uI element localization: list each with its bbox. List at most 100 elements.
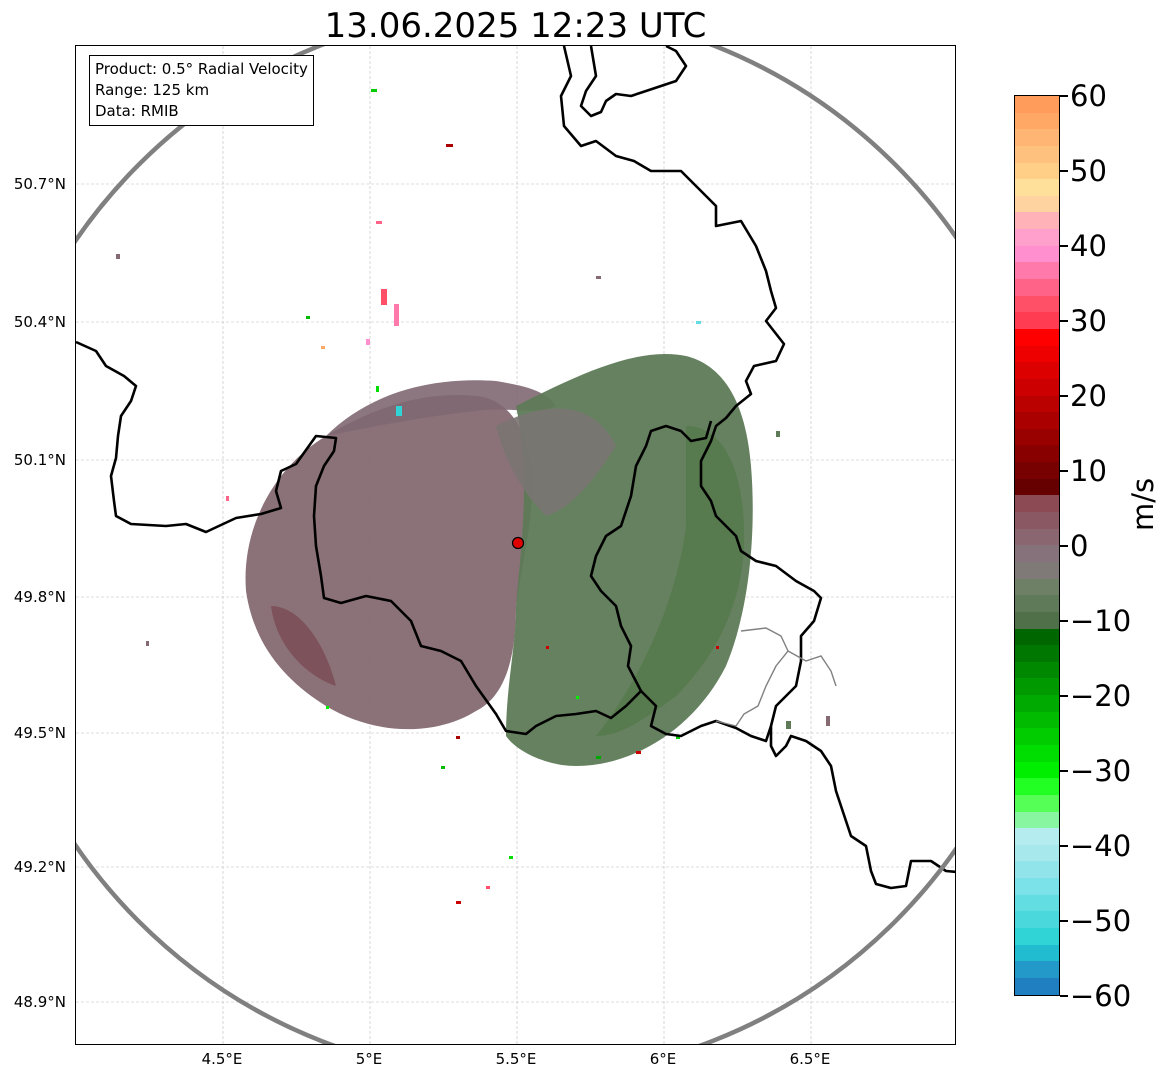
colorbar-tick-label: 30 [1070,304,1107,338]
outbound-echo-core [271,606,336,686]
colorbar-tick-label: 60 [1070,79,1107,113]
lat-label: 48.9°N [13,993,66,1011]
colorbar-tick-label: −60 [1070,979,1132,1013]
colorbar-segment [1015,362,1059,379]
colorbar-segment [1015,262,1059,280]
lat-label: 49.8°N [13,588,66,606]
colorbar-tick-label: −40 [1070,829,1132,863]
colorbar-segment [1015,794,1059,812]
colorbar-segment [1015,595,1059,612]
colorbar-segment [1015,878,1059,895]
velocity-colorbar [1014,95,1060,996]
colorbar-segment [1015,611,1059,629]
velocity-field [116,89,830,904]
colorbar-segment [1015,977,1059,995]
colorbar-segment [1015,844,1059,862]
colorbar-segment [1015,445,1059,463]
mixed-echo-center [496,408,616,516]
colorbar-segment [1015,345,1059,363]
colorbar-tick [1060,320,1068,322]
lon-label: 6.5°E [789,1050,831,1068]
lat-label: 50.7°N [13,175,66,193]
colorbar-segment [1015,645,1059,662]
lon-label: 5°E [355,1050,383,1068]
info-range: Range: 125 km [95,81,210,99]
outbound-echo-north [326,380,556,436]
colorbar-segment [1015,495,1059,513]
colorbar-segment [1015,761,1059,779]
colorbar-unit-label: m/s [1126,477,1160,531]
colorbar-segment [1015,911,1059,929]
colorbar-segment [1015,328,1059,346]
colorbar-tick [1060,470,1068,472]
colorbar-tick-label: 40 [1070,229,1107,263]
colorbar-segment [1015,628,1059,646]
country-borders [76,46,955,890]
colorbar-tick-label: −20 [1070,679,1132,713]
colorbar-tick-label: 20 [1070,379,1107,413]
velocity-speckles [116,89,830,904]
colorbar-segment [1015,412,1059,429]
colorbar-segment [1015,129,1059,146]
colorbar-segment [1015,195,1059,213]
lat-label: 49.5°N [13,724,66,742]
colorbar-segment [1015,811,1059,829]
colorbar-tick-label: 50 [1070,154,1107,188]
colorbar-segment [1015,661,1059,679]
colorbar-segment [1015,145,1059,163]
colorbar-segment [1015,428,1059,446]
colorbar-segment [1015,378,1059,396]
info-data-source: Data: RMIB [95,102,179,120]
colorbar-segment [1015,312,1059,329]
colorbar-segment [1015,928,1059,945]
map-title: 13.06.2025 12:23 UTC [324,6,707,46]
colorbar-segment [1015,861,1059,879]
lon-label: 6°E [649,1050,677,1068]
colorbar-tick-label: 0 [1070,529,1089,563]
colorbar-segment [1015,528,1059,546]
colorbar-segment [1015,478,1059,496]
colorbar-segment [1015,728,1059,745]
colorbar-segment [1015,744,1059,762]
radar-map-canvas [76,46,955,1044]
radar-map-panel[interactable] [75,45,956,1045]
colorbar-segment [1015,112,1059,130]
colorbar-tick [1060,620,1068,622]
colorbar-tick [1060,695,1068,697]
colorbar-segment [1015,295,1059,313]
colorbar-segment [1015,245,1059,263]
colorbar-segment [1015,229,1059,246]
colorbar-tick-label: −10 [1070,604,1132,638]
colorbar-segment [1015,462,1059,479]
colorbar-tick [1060,95,1068,97]
colorbar-segment [1015,545,1059,562]
inbound-echo-east [596,426,745,736]
colorbar-tick [1060,395,1068,397]
colorbar-tick [1060,920,1068,922]
colorbar-tick [1060,770,1068,772]
lat-label: 50.4°N [13,313,66,331]
colorbar-segment [1015,961,1059,978]
colorbar-segment [1015,96,1059,113]
colorbar-tick-label: −30 [1070,754,1132,788]
colorbar-segment [1015,711,1059,729]
product-info-box: Product: 0.5° Radial Velocity Range: 125… [89,55,314,126]
colorbar-tick [1060,845,1068,847]
colorbar-tick [1060,545,1068,547]
colorbar-segment [1015,212,1059,230]
colorbar-segment [1015,279,1059,296]
colorbar-tick [1060,245,1068,247]
radar-site-marker[interactable] [511,536,525,550]
colorbar-segment [1015,578,1059,596]
lon-label: 4.5°E [201,1050,243,1068]
lon-label: 5.5°E [495,1050,537,1068]
colorbar-segment [1015,179,1059,196]
colorbar-segment [1015,828,1059,845]
lat-label: 49.2°N [13,858,66,876]
colorbar-segment [1015,561,1059,579]
colorbar-tick [1060,995,1068,997]
colorbar-tick-label: 10 [1070,454,1107,488]
outbound-echo-area [245,395,533,730]
colorbar-segment [1015,778,1059,795]
colorbar-segment [1015,512,1059,529]
